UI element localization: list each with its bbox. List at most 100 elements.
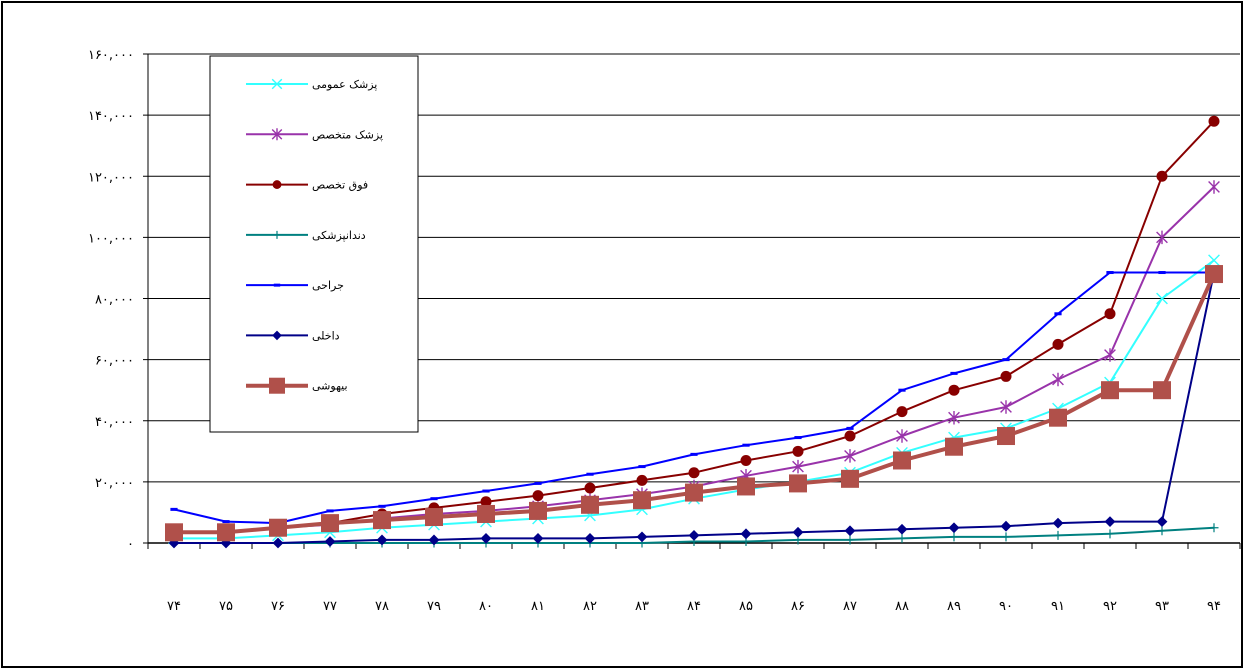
series-7 [165, 265, 1223, 542]
data-point [841, 469, 859, 488]
data-point [1208, 180, 1220, 194]
legend-box [209, 55, 419, 433]
data-point [740, 528, 752, 540]
x-tick-label: ۹۱ [1051, 599, 1065, 614]
y-tick-label: ۰ [127, 537, 134, 552]
data-point [170, 507, 178, 511]
y-tick-label: ۲۰,۰۰۰ [95, 476, 134, 491]
data-point [222, 520, 230, 524]
data-point [1106, 271, 1114, 275]
data-point [1104, 348, 1116, 362]
data-point [950, 371, 958, 375]
data-point [792, 459, 804, 474]
data-point [893, 451, 911, 470]
data-point [1208, 115, 1220, 127]
y-tick-label: ۱۰۰,۰۰۰ [88, 231, 134, 246]
data-point [896, 406, 908, 418]
data-point [269, 518, 287, 537]
data-point [1001, 532, 1011, 542]
data-point [1209, 523, 1219, 533]
data-point [373, 511, 391, 530]
x-tick-label: ۹۰ [999, 599, 1013, 614]
data-point [1052, 372, 1064, 387]
legend-item: پزشک عمومی [246, 78, 377, 91]
legend-item: جراحی [246, 279, 344, 292]
legend-marker [271, 128, 283, 141]
data-point [532, 533, 544, 544]
data-point [529, 501, 547, 520]
legend-item: بیهوشی [246, 377, 348, 394]
y-tick-label: ۱۶۰,۰۰۰ [88, 48, 134, 63]
data-point [948, 410, 960, 425]
x-tick-label: ۸۳ [635, 599, 649, 614]
data-point [1208, 254, 1220, 267]
data-point [1054, 312, 1062, 316]
data-point [688, 529, 700, 541]
data-point [949, 532, 959, 542]
x-tick-label: ۷۸ [375, 599, 389, 614]
data-point [1052, 338, 1064, 350]
legend-label: دندانپزشکی [312, 229, 366, 242]
data-point [321, 514, 339, 533]
series-4 [169, 523, 1219, 548]
data-point [480, 533, 492, 544]
x-tick-label: ۷۷ [323, 599, 337, 614]
data-point [581, 495, 599, 514]
legend-label: پزشک عمومی [312, 78, 377, 91]
y-tick-label: ۴۰,۰۰۰ [95, 415, 134, 430]
data-point [1002, 358, 1010, 362]
x-tick-label: ۸۰ [479, 599, 493, 614]
data-point [997, 427, 1015, 446]
data-point [532, 490, 544, 502]
x-tick-label: ۸۲ [583, 599, 597, 614]
data-point [584, 533, 596, 544]
y-tick-label: ۱۲۰,۰۰۰ [88, 170, 134, 185]
data-point [792, 445, 804, 457]
data-point [688, 467, 700, 479]
data-point [1049, 408, 1067, 427]
x-tick-label: ۷۴ [167, 599, 181, 614]
data-point [326, 509, 334, 513]
data-point [845, 535, 855, 545]
data-point [428, 534, 440, 546]
data-point [1104, 308, 1116, 320]
x-tick-label: ۸۹ [947, 599, 961, 614]
series-5 [170, 271, 1218, 525]
legend-label: جراحی [312, 279, 344, 292]
x-tick-label: ۸۵ [739, 599, 753, 614]
data-point [1053, 530, 1063, 540]
data-point [430, 497, 438, 501]
data-point [1205, 265, 1223, 284]
legend: پزشک عمومی پزشک متخصص فوق تخصص دندانپزشکی جر… [209, 55, 419, 433]
legend-item: فوق تخصص [246, 179, 368, 192]
legend-item: دندانپزشکی [246, 229, 366, 242]
data-point [897, 533, 907, 543]
x-tick-label: ۸۶ [791, 599, 805, 614]
y-tick-label: ۶۰,۰۰۰ [95, 354, 134, 369]
data-point [638, 465, 646, 469]
data-point [1000, 520, 1012, 532]
data-point [1101, 381, 1119, 400]
data-point [948, 522, 960, 534]
data-point [425, 508, 443, 527]
legend-marker [271, 78, 283, 90]
data-point [792, 526, 804, 538]
x-tick-label: ۸۷ [843, 599, 857, 614]
data-point [844, 430, 856, 442]
data-point [948, 384, 960, 396]
data-point [1157, 526, 1167, 536]
data-point [584, 482, 596, 494]
legend-label: پزشک متخصص [312, 128, 383, 141]
data-point [1153, 381, 1171, 400]
data-point [272, 537, 284, 549]
data-point [896, 429, 908, 443]
data-point [636, 474, 648, 486]
data-point [1156, 230, 1168, 245]
data-point [165, 523, 183, 542]
data-point [1156, 292, 1168, 305]
y-tick-label: ۸۰,۰۰۰ [95, 293, 134, 308]
x-tick-label: ۸۸ [895, 599, 909, 614]
data-point [376, 534, 388, 546]
legend-marker [272, 180, 282, 189]
data-point [636, 531, 648, 543]
